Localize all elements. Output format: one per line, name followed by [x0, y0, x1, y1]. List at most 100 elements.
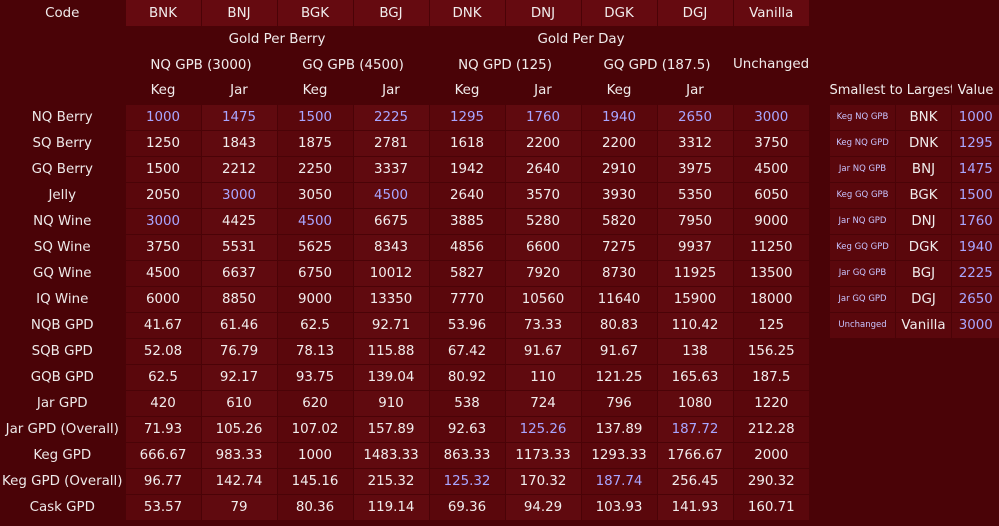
table-cell[interactable]: 4500: [732, 155, 809, 182]
table-cell[interactable]: 796: [580, 389, 657, 416]
table-cell[interactable]: 9937: [656, 233, 733, 260]
table-cell[interactable]: 2225: [352, 103, 429, 130]
table-cell[interactable]: 80.83: [580, 311, 657, 338]
table-cell[interactable]: 1000: [124, 103, 201, 130]
col-code-vanilla[interactable]: Vanilla: [732, 0, 809, 26]
table-cell[interactable]: 61.46: [200, 311, 277, 338]
row-label[interactable]: NQB GPD: [0, 312, 125, 338]
code-header[interactable]: Code: [0, 0, 125, 26]
table-cell[interactable]: 187.74: [580, 467, 657, 494]
table-cell[interactable]: 8850: [200, 285, 277, 312]
col-code-dnj[interactable]: DNJ: [504, 0, 581, 26]
table-cell[interactable]: 170.32: [504, 467, 581, 494]
table-cell[interactable]: 2050: [124, 181, 201, 208]
table-cell[interactable]: 94.29: [504, 493, 581, 520]
table-cell[interactable]: 5827: [428, 259, 505, 286]
ranking-value[interactable]: 1760: [951, 207, 999, 234]
ranking-code[interactable]: DNJ: [895, 207, 952, 234]
table-cell[interactable]: 1843: [200, 129, 277, 156]
table-cell[interactable]: 1940: [580, 103, 657, 130]
table-cell[interactable]: 52.08: [124, 337, 201, 364]
empty-header-cell[interactable]: [0, 78, 125, 104]
table-cell[interactable]: 3570: [504, 181, 581, 208]
table-cell[interactable]: 1173.33: [504, 441, 581, 468]
ranking-value[interactable]: 1500: [951, 181, 999, 208]
table-cell[interactable]: 1618: [428, 129, 505, 156]
row-label[interactable]: Cask GPD: [0, 494, 125, 520]
table-cell[interactable]: 6600: [504, 233, 581, 260]
unchanged-header[interactable]: Unchanged: [733, 26, 809, 104]
table-cell[interactable]: 8730: [580, 259, 657, 286]
table-cell[interactable]: 41.67: [124, 311, 201, 338]
table-cell[interactable]: 67.42: [428, 337, 505, 364]
table-cell[interactable]: 142.74: [200, 467, 277, 494]
table-cell[interactable]: 11925: [656, 259, 733, 286]
row-label[interactable]: GQ Berry: [0, 156, 125, 182]
table-cell[interactable]: 6000: [124, 285, 201, 312]
table-cell[interactable]: 3930: [580, 181, 657, 208]
table-cell[interactable]: 4500: [276, 207, 353, 234]
table-cell[interactable]: 863.33: [428, 441, 505, 468]
ranking-code[interactable]: BGK: [895, 181, 952, 208]
jar-header[interactable]: Jar: [201, 78, 277, 104]
sub-nq-gpd[interactable]: NQ GPD (125): [429, 52, 581, 78]
col-code-dgj[interactable]: DGJ: [656, 0, 733, 26]
group-gold-per-berry[interactable]: Gold Per Berry: [125, 26, 429, 52]
table-cell[interactable]: 62.5: [276, 311, 353, 338]
table-cell[interactable]: 7950: [656, 207, 733, 234]
ranking-desc[interactable]: Unchanged: [829, 311, 896, 338]
row-label[interactable]: SQ Berry: [0, 130, 125, 156]
table-cell[interactable]: 79: [200, 493, 277, 520]
table-cell[interactable]: 78.13: [276, 337, 353, 364]
table-cell[interactable]: 6675: [352, 207, 429, 234]
table-cell[interactable]: 8343: [352, 233, 429, 260]
table-cell[interactable]: 62.5: [124, 363, 201, 390]
table-cell[interactable]: 80.36: [276, 493, 353, 520]
row-label[interactable]: Keg GPD (Overall): [0, 468, 125, 494]
table-cell[interactable]: 7920: [504, 259, 581, 286]
table-cell[interactable]: 3337: [352, 155, 429, 182]
table-cell[interactable]: 2200: [504, 129, 581, 156]
table-cell[interactable]: 5531: [200, 233, 277, 260]
keg-header[interactable]: Keg: [277, 78, 353, 104]
table-cell[interactable]: 6750: [276, 259, 353, 286]
table-cell[interactable]: 420: [124, 389, 201, 416]
sub-nq-gpb[interactable]: NQ GPB (3000): [125, 52, 277, 78]
table-cell[interactable]: 10560: [504, 285, 581, 312]
table-cell[interactable]: 5350: [656, 181, 733, 208]
row-label[interactable]: NQ Wine: [0, 208, 125, 234]
ranking-desc[interactable]: Jar GQ GPD: [829, 285, 896, 312]
jar-header[interactable]: Jar: [657, 78, 733, 104]
table-cell[interactable]: 4856: [428, 233, 505, 260]
row-label[interactable]: GQ Wine: [0, 260, 125, 286]
sub-gq-gpb[interactable]: GQ GPB (4500): [277, 52, 429, 78]
table-cell[interactable]: 3000: [124, 207, 201, 234]
table-cell[interactable]: 1295: [428, 103, 505, 130]
keg-header[interactable]: Keg: [581, 78, 657, 104]
table-cell[interactable]: 1942: [428, 155, 505, 182]
table-cell[interactable]: 1080: [656, 389, 733, 416]
table-cell[interactable]: 2640: [504, 155, 581, 182]
table-cell[interactable]: 137.89: [580, 415, 657, 442]
table-cell[interactable]: 92.63: [428, 415, 505, 442]
table-cell[interactable]: 610: [200, 389, 277, 416]
ranking-desc[interactable]: Keg GQ GPB: [829, 181, 896, 208]
row-label[interactable]: SQ Wine: [0, 234, 125, 260]
table-cell[interactable]: 156.25: [732, 337, 809, 364]
ranking-code[interactable]: Vanilla: [895, 311, 952, 338]
row-label[interactable]: Jelly: [0, 182, 125, 208]
table-cell[interactable]: 6050: [732, 181, 809, 208]
table-cell[interactable]: 1000: [276, 441, 353, 468]
row-label[interactable]: Jar GPD: [0, 390, 125, 416]
sub-gq-gpd[interactable]: GQ GPD (187.5): [581, 52, 733, 78]
ranking-value[interactable]: 1475: [951, 155, 999, 182]
row-label[interactable]: IQ Wine: [0, 286, 125, 312]
table-cell[interactable]: 187.5: [732, 363, 809, 390]
ranking-value[interactable]: 2650: [951, 285, 999, 312]
table-cell[interactable]: 2200: [580, 129, 657, 156]
table-cell[interactable]: 1250: [124, 129, 201, 156]
table-cell[interactable]: 3885: [428, 207, 505, 234]
table-cell[interactable]: 1875: [276, 129, 353, 156]
table-cell[interactable]: 9000: [276, 285, 353, 312]
ranking-value[interactable]: 1000: [951, 103, 999, 130]
